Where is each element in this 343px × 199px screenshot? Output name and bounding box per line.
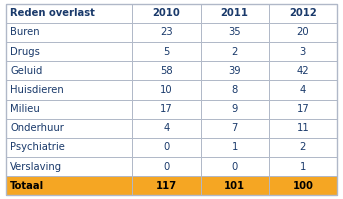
Bar	[132, 176, 201, 195]
Text: 101: 101	[224, 181, 245, 191]
Bar	[269, 42, 337, 61]
Text: Psychiatrie: Psychiatrie	[10, 142, 65, 152]
Bar	[132, 138, 201, 157]
Bar	[269, 100, 337, 119]
Bar	[6, 61, 132, 80]
Bar	[269, 157, 337, 176]
Text: 17: 17	[160, 104, 173, 114]
Text: 2010: 2010	[153, 8, 180, 18]
Text: 20: 20	[296, 27, 309, 37]
Text: 39: 39	[228, 66, 241, 76]
Bar	[6, 42, 132, 61]
Bar	[201, 138, 269, 157]
Text: 9: 9	[232, 104, 238, 114]
Text: 2011: 2011	[221, 8, 249, 18]
Text: Buren: Buren	[10, 27, 40, 37]
Text: 10: 10	[160, 85, 173, 95]
Bar	[132, 42, 201, 61]
Bar	[201, 4, 269, 23]
Text: Milieu: Milieu	[10, 104, 40, 114]
Bar	[269, 176, 337, 195]
Bar	[6, 138, 132, 157]
Bar	[269, 4, 337, 23]
Text: 117: 117	[156, 181, 177, 191]
Text: 3: 3	[300, 47, 306, 57]
Text: 2: 2	[299, 142, 306, 152]
Bar	[6, 4, 132, 23]
Text: 0: 0	[163, 162, 170, 172]
Bar	[201, 176, 269, 195]
Bar	[6, 23, 132, 42]
Bar	[132, 119, 201, 138]
Text: 4: 4	[163, 123, 170, 133]
Bar	[6, 100, 132, 119]
Text: 23: 23	[160, 27, 173, 37]
Bar	[201, 42, 269, 61]
Text: Geluid: Geluid	[10, 66, 43, 76]
Bar	[201, 100, 269, 119]
Bar	[201, 157, 269, 176]
Bar	[132, 80, 201, 100]
Text: Onderhuur: Onderhuur	[10, 123, 64, 133]
Text: 0: 0	[232, 162, 238, 172]
Bar	[6, 176, 132, 195]
Text: 5: 5	[163, 47, 170, 57]
Text: 58: 58	[160, 66, 173, 76]
Bar	[269, 138, 337, 157]
Text: 100: 100	[292, 181, 313, 191]
Bar	[201, 23, 269, 42]
Bar	[201, 119, 269, 138]
Bar	[132, 100, 201, 119]
Text: Verslaving: Verslaving	[10, 162, 62, 172]
Text: 1: 1	[232, 142, 238, 152]
Bar	[201, 80, 269, 100]
Text: 8: 8	[232, 85, 238, 95]
Text: Huisdieren: Huisdieren	[10, 85, 64, 95]
Bar	[6, 157, 132, 176]
Bar	[6, 80, 132, 100]
Bar	[269, 80, 337, 100]
Text: Reden overlast: Reden overlast	[10, 8, 95, 18]
Bar	[132, 157, 201, 176]
Text: 17: 17	[296, 104, 309, 114]
Bar	[201, 61, 269, 80]
Text: Drugs: Drugs	[10, 47, 40, 57]
Text: 11: 11	[296, 123, 309, 133]
Bar	[269, 61, 337, 80]
Text: Totaal: Totaal	[10, 181, 44, 191]
Text: 35: 35	[228, 27, 241, 37]
Text: 0: 0	[163, 142, 170, 152]
Text: 2012: 2012	[289, 8, 317, 18]
Bar	[132, 61, 201, 80]
Text: 7: 7	[232, 123, 238, 133]
Text: 2: 2	[232, 47, 238, 57]
Text: 1: 1	[299, 162, 306, 172]
Text: 42: 42	[296, 66, 309, 76]
Bar	[6, 119, 132, 138]
Bar	[132, 23, 201, 42]
Bar	[132, 4, 201, 23]
Text: 4: 4	[300, 85, 306, 95]
Bar	[269, 119, 337, 138]
Bar	[269, 23, 337, 42]
